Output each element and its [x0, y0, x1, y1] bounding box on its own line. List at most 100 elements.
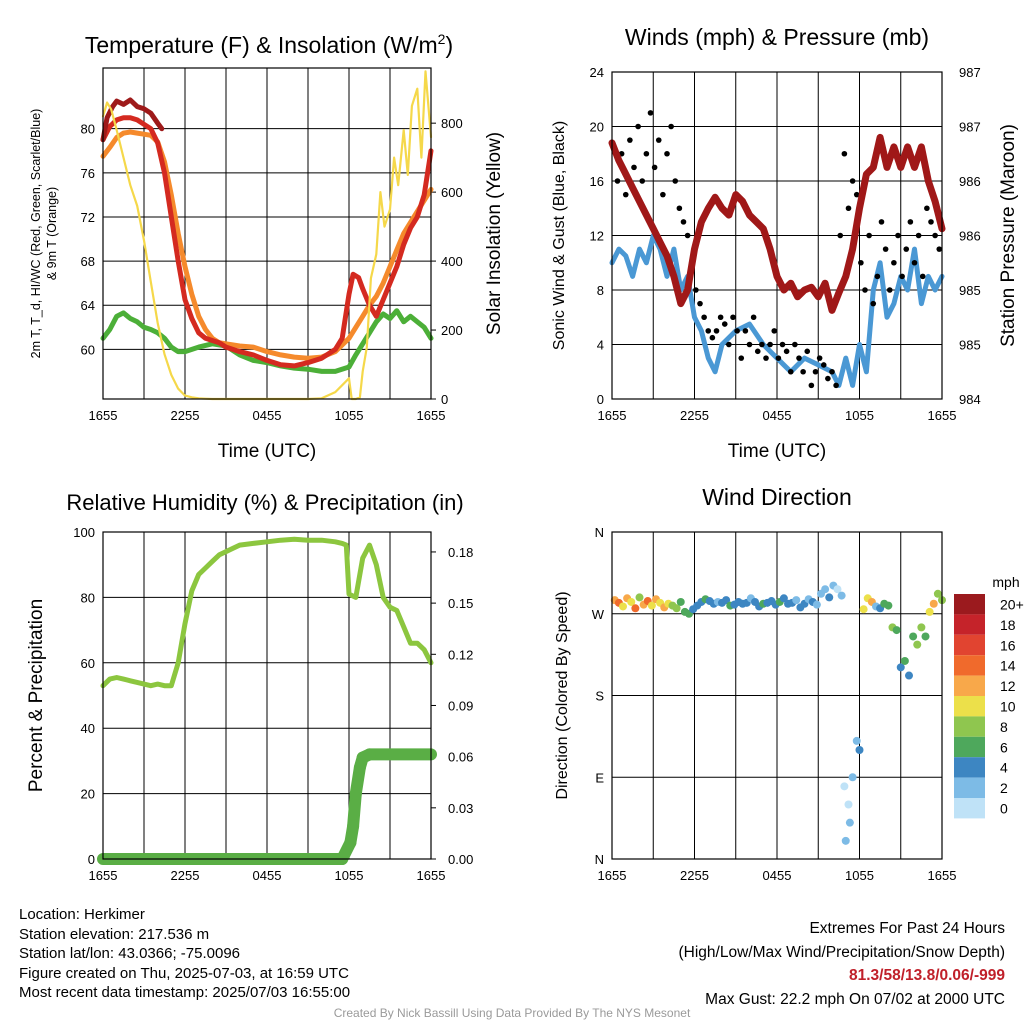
y-tick-label: 20 — [590, 120, 604, 135]
y-tick-label: N — [595, 852, 604, 867]
gust-point — [924, 205, 930, 212]
gust-point — [899, 273, 905, 280]
title-close: ) — [445, 32, 453, 58]
gust-point — [858, 259, 864, 266]
direction-point — [635, 593, 644, 602]
legend-label: 4 — [1000, 760, 1008, 776]
direction-point — [840, 782, 849, 791]
y2-tick-label: 0.15 — [448, 596, 473, 611]
recent-text: Most recent data timestamp: 2025/07/03 1… — [19, 984, 351, 1002]
credit-text: Created By Nick Bassill Using Data Provi… — [333, 1006, 691, 1020]
legend-label: 14 — [1000, 658, 1016, 674]
gust-point — [767, 341, 773, 348]
y-axis-label: Percent & Precipitation — [26, 599, 47, 792]
legend-swatch — [954, 614, 985, 635]
legend-label: 12 — [1000, 678, 1016, 694]
y-tick-label: 40 — [81, 721, 95, 736]
gust-point — [804, 348, 811, 355]
gust-point — [664, 150, 670, 157]
y-tick-label: 80 — [81, 590, 95, 605]
y-tick-label: 60 — [81, 342, 95, 357]
legend-swatch — [954, 675, 985, 696]
direction-point — [647, 601, 656, 610]
y2-tick-label: 600 — [441, 185, 463, 200]
y2-tick-label: 984 — [959, 392, 981, 407]
legend-label: 10 — [1000, 699, 1016, 715]
x-tick-label: 1655 — [928, 868, 957, 883]
y2-tick-label: 985 — [959, 338, 981, 353]
x-tick-label: 0455 — [763, 868, 792, 883]
gust-point — [759, 341, 765, 348]
legend-swatch — [954, 757, 985, 778]
gust-point — [775, 355, 782, 361]
legend-swatch — [954, 798, 985, 819]
direction-point — [627, 597, 636, 606]
legend-swatch — [954, 736, 985, 758]
gust-point — [812, 368, 819, 375]
gust-point — [853, 191, 860, 198]
location-text: Location: Herkimer — [19, 906, 145, 923]
x-tick-label: 2255 — [171, 408, 200, 423]
direction-point — [905, 671, 913, 680]
y2-tick-label: 987 — [959, 120, 981, 135]
x-tick-label: 0455 — [253, 868, 282, 883]
gust-point — [833, 382, 839, 389]
gust-point — [932, 232, 938, 239]
gust-point — [746, 341, 753, 348]
direction-point — [845, 818, 854, 827]
gust-point — [668, 123, 674, 130]
y-tick-label: 72 — [81, 210, 95, 225]
x-tick-label: 1655 — [598, 868, 627, 883]
y2-tick-label: 0.12 — [448, 647, 473, 662]
max-gust-text: Max Gust: 22.2 mph On 07/02 at 2000 UTC — [705, 990, 1005, 1008]
gust-point — [763, 355, 769, 361]
direction-point — [909, 632, 918, 641]
legend-label: 0 — [1000, 801, 1008, 817]
y-tick-label: 60 — [81, 656, 95, 671]
gust-point — [635, 123, 641, 130]
x-axis-label: Time (UTC) — [218, 441, 317, 462]
plot-border — [611, 71, 943, 400]
x-tick-label: 1655 — [417, 868, 446, 883]
y-tick-label: S — [595, 689, 604, 704]
legend-label: 16 — [1000, 637, 1016, 653]
gust-point — [750, 314, 757, 321]
precip-point — [363, 748, 376, 761]
gust-point — [787, 368, 794, 375]
x-tick-label: 0455 — [253, 408, 282, 423]
gust-point — [796, 355, 802, 361]
panel-temp: 1655 2255 0455 1055 165560646872768002004006… — [29, 31, 505, 462]
y2-tick-label: 986 — [959, 174, 981, 189]
chart-title: Temperature (F) & Insolation (W/m2) — [85, 31, 453, 58]
y-tick-label: 20 — [81, 787, 95, 802]
created-text: Figure created on Thu, 2025-07-03, at 16… — [19, 964, 349, 982]
y-tick-label: 16 — [590, 174, 604, 189]
y-tick-label: 64 — [81, 298, 95, 313]
direction-point — [676, 597, 685, 606]
y-tick-label: 68 — [81, 254, 95, 269]
precip-point — [344, 836, 357, 849]
plot-border — [102, 67, 432, 400]
direction-point — [855, 746, 864, 754]
y2-tick-label: 200 — [441, 323, 463, 338]
direction-point — [792, 596, 801, 605]
legend-swatch — [954, 634, 985, 656]
direction-point — [841, 836, 850, 845]
gust-point — [643, 150, 650, 157]
station-info: Location: Herkimer Station elevation: 21… — [19, 905, 350, 1003]
y2-tick-label: 400 — [441, 254, 463, 269]
direction-point — [892, 626, 901, 635]
series-line-4 — [101, 70, 433, 401]
gust-point — [622, 191, 629, 198]
y-tick-label: 4 — [597, 338, 604, 353]
gust-point — [849, 178, 856, 184]
y2-tick-label: 0.00 — [448, 852, 473, 867]
x-axis-label: Time (UTC) — [728, 441, 827, 462]
legend-swatch — [954, 696, 985, 717]
direction-point — [631, 604, 640, 613]
gust-point — [726, 341, 732, 348]
plot-border — [102, 531, 432, 860]
direction-point — [672, 604, 681, 613]
elevation-text: Station elevation: 217.536 m — [19, 925, 210, 943]
